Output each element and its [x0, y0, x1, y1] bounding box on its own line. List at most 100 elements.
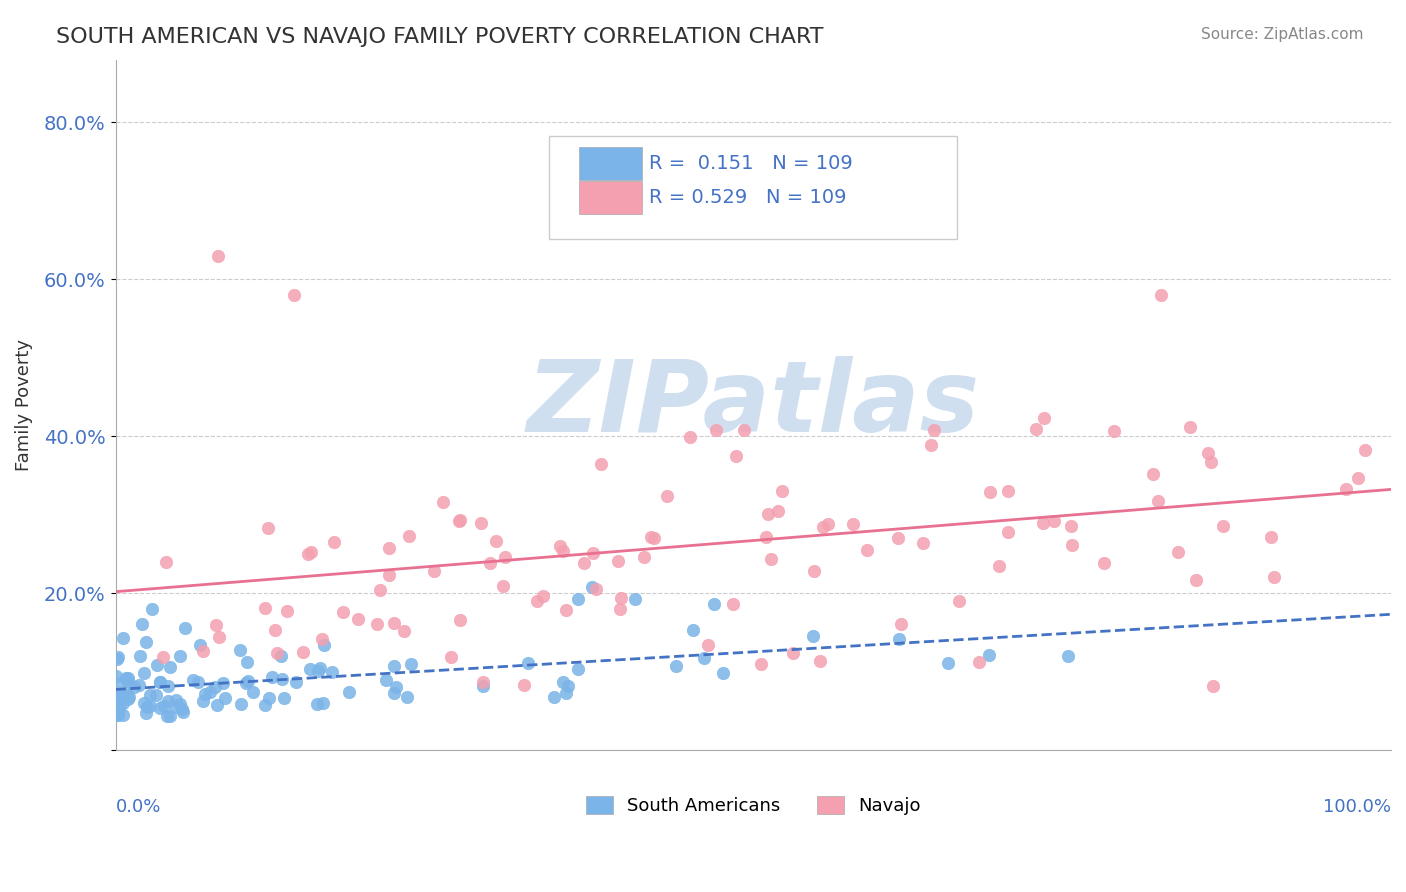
Point — [262, 670, 284, 684]
Point — [308, 661, 330, 675]
Point — [492, 579, 515, 593]
Point — [1180, 420, 1202, 434]
Point — [969, 655, 991, 669]
Point — [479, 556, 502, 570]
Point — [724, 449, 747, 463]
Point — [378, 541, 401, 555]
Point — [1212, 519, 1234, 533]
Point — [382, 659, 405, 673]
Point — [551, 544, 574, 558]
Point — [214, 691, 236, 706]
Point — [135, 699, 157, 714]
Point — [811, 520, 834, 534]
Point — [1057, 649, 1080, 664]
Point — [1025, 422, 1047, 436]
Point — [156, 680, 179, 694]
Point — [270, 672, 292, 686]
Point — [1147, 494, 1170, 508]
Point — [107, 649, 129, 664]
Point — [1185, 573, 1208, 587]
Point — [432, 495, 454, 509]
Point — [128, 678, 150, 692]
Point — [624, 592, 647, 607]
Point — [770, 483, 793, 498]
Point — [165, 693, 187, 707]
Point — [135, 706, 157, 720]
Point — [1142, 467, 1164, 481]
Point — [911, 535, 934, 549]
Point — [169, 698, 191, 712]
Point — [988, 559, 1011, 574]
Point — [368, 582, 391, 597]
Point — [485, 533, 508, 548]
Point — [205, 618, 228, 632]
Point — [633, 550, 655, 565]
Point — [312, 639, 335, 653]
Point — [156, 709, 179, 723]
Point — [242, 684, 264, 698]
FancyBboxPatch shape — [550, 136, 957, 239]
Point — [129, 648, 152, 663]
Point — [609, 591, 631, 606]
Point — [887, 632, 910, 646]
Point — [548, 539, 571, 553]
Point — [842, 517, 865, 532]
Point — [104, 708, 127, 723]
Point — [149, 701, 172, 715]
Point — [471, 679, 494, 693]
Point — [591, 457, 613, 471]
Point — [141, 602, 163, 616]
Point — [191, 693, 214, 707]
Point — [803, 564, 825, 578]
Point — [229, 642, 252, 657]
Point — [307, 698, 329, 712]
Point — [284, 674, 307, 689]
Point — [254, 600, 277, 615]
Point — [165, 699, 187, 714]
Point — [378, 567, 401, 582]
Point — [152, 650, 174, 665]
Point — [170, 702, 193, 716]
Point — [108, 687, 131, 701]
Point — [399, 657, 422, 671]
Point — [449, 513, 471, 527]
Point — [115, 685, 138, 699]
Point — [582, 546, 605, 560]
Point — [312, 696, 335, 710]
Point — [679, 430, 702, 444]
Point — [235, 675, 257, 690]
Point — [297, 547, 319, 561]
Point — [112, 631, 135, 645]
Point — [1092, 556, 1115, 570]
Point — [977, 648, 1000, 662]
FancyBboxPatch shape — [578, 146, 643, 180]
Point — [104, 702, 127, 716]
Point — [803, 629, 825, 643]
Point — [948, 593, 970, 607]
Point — [1150, 288, 1173, 302]
Point — [204, 680, 226, 694]
Point — [470, 516, 492, 530]
Legend: South Americans, Navajo: South Americans, Navajo — [576, 787, 929, 824]
Point — [703, 597, 725, 611]
Point — [551, 194, 574, 208]
Point — [332, 605, 354, 619]
Point — [723, 597, 745, 611]
Point — [572, 556, 595, 570]
Point — [531, 589, 554, 603]
Point — [159, 660, 181, 674]
Point — [697, 639, 720, 653]
Point — [291, 645, 314, 659]
Point — [1032, 516, 1054, 530]
Point — [323, 534, 346, 549]
Point — [997, 525, 1019, 540]
Point — [107, 652, 129, 666]
Point — [585, 582, 607, 596]
Point — [581, 580, 603, 594]
Point — [856, 542, 879, 557]
Point — [366, 617, 388, 632]
Point — [551, 675, 574, 690]
Point — [655, 489, 678, 503]
Point — [766, 504, 789, 518]
Point — [207, 249, 229, 263]
